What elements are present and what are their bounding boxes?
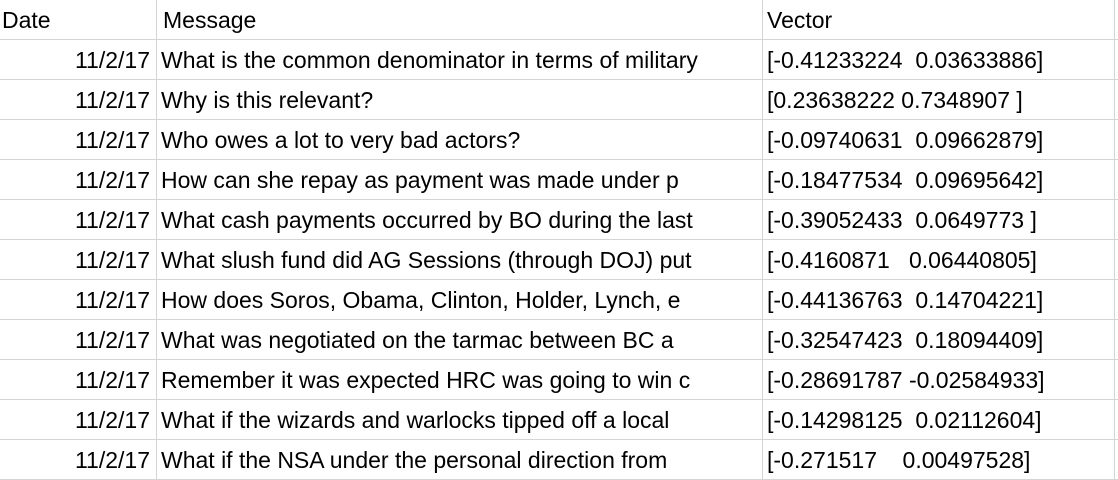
empty-cell[interactable] [1115, 80, 1118, 120]
empty-cell[interactable] [1115, 200, 1118, 240]
table-row: 11/2/17 Remember it was expected HRC was… [0, 360, 1118, 400]
message-cell[interactable]: What if the wizards and warlocks tipped … [157, 400, 763, 440]
message-cell[interactable]: Why is this relevant? [157, 80, 763, 120]
message-cell[interactable]: How can she repay as payment was made un… [157, 160, 763, 200]
table-row: 11/2/17 What is the common denominator i… [0, 40, 1118, 80]
table-row: 11/2/17 What if the wizards and warlocks… [0, 400, 1118, 440]
vector-cell[interactable]: [-0.28691787 -0.02584933] [763, 360, 1115, 400]
message-cell[interactable]: What was negotiated on the tarmac betwee… [157, 320, 763, 360]
vector-cell[interactable]: [-0.32547423 0.18094409] [763, 320, 1115, 360]
header-row: Date Message Vector [0, 0, 1118, 40]
empty-cell[interactable] [1115, 360, 1118, 400]
header-cell-vector[interactable]: Vector [763, 0, 1115, 40]
vector-cell[interactable]: [-0.41233224 0.03633886] [763, 40, 1115, 80]
empty-cell[interactable] [1115, 240, 1118, 280]
table-row: 11/2/17 How can she repay as payment was… [0, 160, 1118, 200]
empty-cell[interactable] [1115, 40, 1118, 80]
table-row: 11/2/17 What if the NSA under the person… [0, 440, 1118, 480]
date-cell[interactable]: 11/2/17 [0, 200, 157, 240]
message-cell[interactable]: Remember it was expected HRC was going t… [157, 360, 763, 400]
header-cell-empty[interactable] [1115, 0, 1118, 40]
vector-cell[interactable]: [-0.14298125 0.02112604] [763, 400, 1115, 440]
message-cell[interactable]: How does Soros, Obama, Clinton, Holder, … [157, 280, 763, 320]
date-cell[interactable]: 11/2/17 [0, 240, 157, 280]
date-cell[interactable]: 11/2/17 [0, 40, 157, 80]
message-cell[interactable]: What is the common denominator in terms … [157, 40, 763, 80]
table-row: 11/2/17 What cash payments occurred by B… [0, 200, 1118, 240]
vector-cell[interactable]: [-0.44136763 0.14704221] [763, 280, 1115, 320]
table-row: 11/2/17 How does Soros, Obama, Clinton, … [0, 280, 1118, 320]
date-cell[interactable]: 11/2/17 [0, 160, 157, 200]
date-cell[interactable]: 11/2/17 [0, 440, 157, 480]
empty-cell[interactable] [1115, 280, 1118, 320]
table-row: 11/2/17 What slush fund did AG Sessions … [0, 240, 1118, 280]
vector-cell[interactable]: [-0.39052433 0.0649773 ] [763, 200, 1115, 240]
empty-cell[interactable] [1115, 320, 1118, 360]
message-cell[interactable]: What if the NSA under the personal direc… [157, 440, 763, 480]
date-cell[interactable]: 11/2/17 [0, 280, 157, 320]
header-cell-date[interactable]: Date [0, 0, 157, 40]
table-row: 11/2/17 Who owes a lot to very bad actor… [0, 120, 1118, 160]
table-row: 11/2/17 Why is this relevant? [0.2363822… [0, 80, 1118, 120]
empty-cell[interactable] [1115, 160, 1118, 200]
date-cell[interactable]: 11/2/17 [0, 80, 157, 120]
vector-cell[interactable]: [-0.18477534 0.09695642] [763, 160, 1115, 200]
empty-cell[interactable] [1115, 120, 1118, 160]
empty-cell[interactable] [1115, 400, 1118, 440]
date-cell[interactable]: 11/2/17 [0, 400, 157, 440]
message-cell[interactable]: Who owes a lot to very bad actors? [157, 120, 763, 160]
vector-cell[interactable]: [-0.271517 0.00497528] [763, 440, 1115, 480]
vector-cell[interactable]: [0.23638222 0.7348907 ] [763, 80, 1115, 120]
date-cell[interactable]: 11/2/17 [0, 320, 157, 360]
date-cell[interactable]: 11/2/17 [0, 360, 157, 400]
message-cell[interactable]: What slush fund did AG Sessions (through… [157, 240, 763, 280]
header-cell-message[interactable]: Message [157, 0, 763, 40]
table-row: 11/2/17 What was negotiated on the tarma… [0, 320, 1118, 360]
vector-cell[interactable]: [-0.09740631 0.09662879] [763, 120, 1115, 160]
message-cell[interactable]: What cash payments occurred by BO during… [157, 200, 763, 240]
vector-cell[interactable]: [-0.4160871 0.06440805] [763, 240, 1115, 280]
date-cell[interactable]: 11/2/17 [0, 120, 157, 160]
